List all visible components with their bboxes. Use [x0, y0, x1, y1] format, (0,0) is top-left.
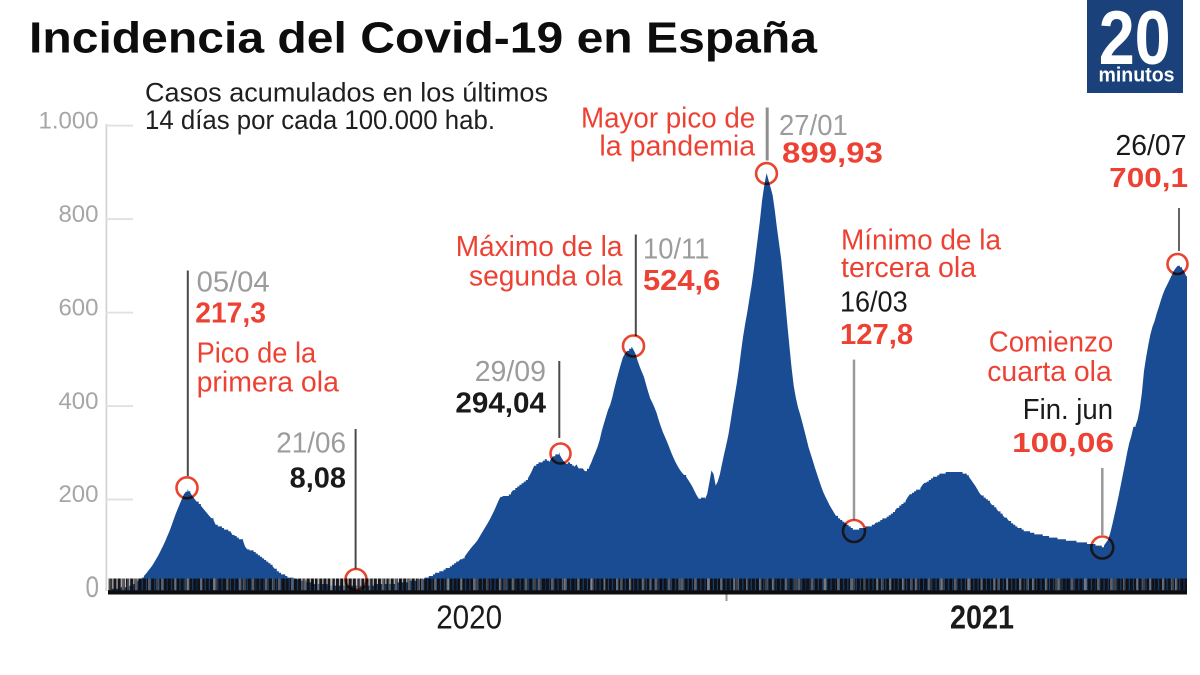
svg-text:primera ola: primera ola — [197, 367, 339, 399]
svg-text:2020: 2020 — [436, 598, 502, 635]
svg-text:Incidencia del Covid-19 en Esp: Incidencia del Covid-19 en España — [29, 14, 818, 63]
svg-text:Comienzo: Comienzo — [989, 327, 1114, 359]
svg-text:294,04: 294,04 — [455, 388, 546, 420]
svg-text:400: 400 — [58, 388, 98, 415]
svg-text:899,93: 899,93 — [782, 138, 883, 170]
svg-text:14 días por cada 100.000 hab.: 14 días por cada 100.000 hab. — [145, 105, 495, 135]
svg-text:Fin. jun: Fin. jun — [1023, 394, 1113, 426]
svg-text:1.000: 1.000 — [39, 107, 99, 134]
svg-text:05/04: 05/04 — [197, 267, 270, 299]
svg-text:10/11: 10/11 — [643, 234, 710, 266]
svg-text:0: 0 — [86, 571, 100, 604]
svg-text:21/06: 21/06 — [276, 428, 346, 460]
svg-text:600: 600 — [58, 294, 98, 321]
svg-text:200: 200 — [58, 481, 98, 508]
svg-text:524,6: 524,6 — [643, 265, 720, 297]
svg-text:16/03: 16/03 — [840, 287, 908, 319]
svg-text:2021: 2021 — [950, 598, 1014, 635]
svg-text:Máximo de la: Máximo de la — [456, 231, 623, 263]
svg-text:800: 800 — [58, 201, 98, 228]
svg-text:segunda ola: segunda ola — [469, 261, 623, 293]
svg-text:27/01: 27/01 — [779, 110, 848, 142]
svg-text:26/07: 26/07 — [1116, 130, 1187, 162]
svg-text:Mayor pico de: Mayor pico de — [581, 103, 755, 135]
svg-text:Mínimo de la: Mínimo de la — [841, 225, 1001, 257]
svg-text:Pico de la: Pico de la — [197, 338, 317, 370]
svg-text:Casos acumulados en los último: Casos acumulados en los últimos — [145, 78, 548, 108]
svg-text:minutos: minutos — [1099, 64, 1175, 87]
svg-text:29/09: 29/09 — [475, 356, 546, 388]
svg-text:700,1: 700,1 — [1109, 162, 1188, 193]
svg-text:tercera ola: tercera ola — [841, 252, 976, 284]
svg-text:217,3: 217,3 — [195, 298, 266, 330]
svg-text:127,8: 127,8 — [840, 319, 913, 351]
svg-text:100,06: 100,06 — [1012, 427, 1114, 458]
svg-text:cuarta ola: cuarta ola — [987, 356, 1112, 388]
svg-text:20: 20 — [1099, 0, 1171, 81]
svg-text:la pandemia: la pandemia — [599, 131, 755, 163]
svg-text:8,08: 8,08 — [290, 463, 346, 495]
